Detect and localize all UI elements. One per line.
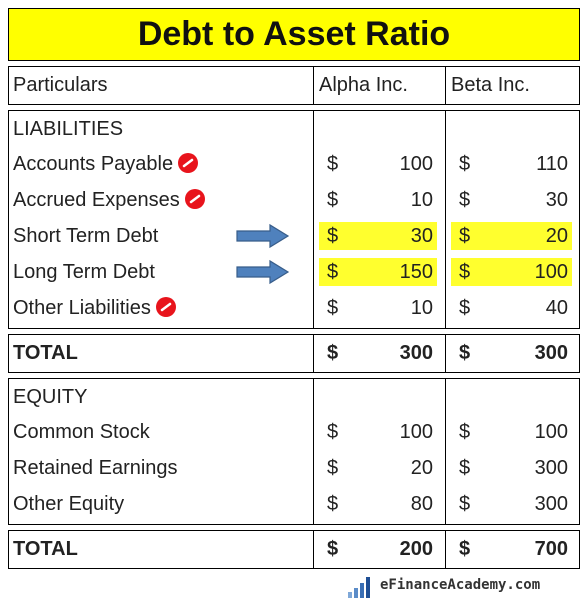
label-text: Retained Earnings (13, 457, 178, 479)
currency: $ (459, 189, 471, 211)
highlight (319, 258, 437, 286)
currency: $ (459, 225, 471, 247)
section-name: EQUITY (13, 386, 88, 408)
currency: $ (459, 457, 471, 479)
column-header: Particulars (13, 74, 108, 96)
currency: $ (327, 457, 339, 479)
logo-icon (348, 577, 370, 598)
amount: 20 (410, 457, 433, 479)
amount: 700 (534, 538, 568, 560)
currency: $ (459, 493, 471, 515)
excluded-icon (184, 189, 205, 209)
amount: 300 (399, 342, 433, 364)
currency: $ (459, 297, 471, 319)
column-divider (313, 334, 314, 373)
excluded-icon (155, 297, 176, 317)
column-divider (313, 66, 314, 105)
arrow (236, 223, 290, 249)
amount: 100 (534, 421, 568, 443)
amount: 10 (410, 297, 433, 319)
row-label: Accrued Expenses (13, 182, 206, 218)
row-label: Long Term Debt (13, 254, 155, 290)
label-text: Short Term Debt (13, 225, 159, 247)
label-text: Other Liabilities (13, 297, 151, 319)
currency: $ (459, 342, 471, 364)
amount: 100 (534, 261, 568, 283)
amount: 150 (399, 261, 433, 283)
excluded-icon (178, 153, 199, 173)
amount: 10 (410, 189, 433, 211)
label-text: Accounts Payable (13, 153, 174, 175)
amount: 40 (545, 297, 568, 319)
row-label: Common Stock (13, 414, 150, 450)
title: Debt to Asset Ratio (8, 8, 580, 61)
currency: $ (327, 153, 339, 175)
currency: $ (327, 493, 339, 515)
column-header: Alpha Inc. (319, 74, 408, 96)
table-block (8, 530, 580, 569)
section-name: LIABILITIES (13, 118, 124, 140)
column-divider (445, 110, 446, 329)
amount: 30 (410, 225, 433, 247)
column-divider (445, 530, 446, 569)
highlight (451, 258, 572, 286)
label-text: Other Equity (13, 493, 125, 515)
currency: $ (327, 297, 339, 319)
currency: $ (459, 538, 471, 560)
arrow (236, 259, 290, 285)
amount: 200 (399, 538, 433, 560)
column-divider (313, 378, 314, 525)
column-header: Beta Inc. (451, 74, 530, 96)
amount: 110 (536, 153, 568, 175)
row-label: Accounts Payable (13, 146, 199, 182)
amount: 100 (399, 153, 433, 175)
brand: eFinanceAcademy.com (380, 577, 541, 593)
row-label: Other Liabilities (13, 290, 177, 326)
currency: $ (327, 538, 339, 560)
table-block (8, 66, 580, 105)
column-divider (445, 66, 446, 105)
currency: $ (327, 261, 339, 283)
table-block (8, 378, 580, 525)
column-divider (313, 110, 314, 329)
column-divider (445, 378, 446, 525)
currency: $ (459, 421, 471, 443)
amount: 300 (534, 457, 568, 479)
currency: $ (327, 342, 339, 364)
total-label: TOTAL (13, 342, 78, 364)
amount: 20 (545, 225, 568, 247)
label-text: Accrued Expenses (13, 189, 180, 211)
amount: 300 (534, 493, 568, 515)
currency: $ (327, 421, 339, 443)
column-divider (313, 530, 314, 569)
amount: 80 (410, 493, 433, 515)
currency: $ (327, 189, 339, 211)
row-label: Retained Earnings (13, 450, 178, 486)
amount: 100 (399, 421, 433, 443)
total-label: TOTAL (13, 538, 78, 560)
row-label: Short Term Debt (13, 218, 158, 254)
table-block (8, 110, 580, 329)
amount: 30 (545, 189, 568, 211)
currency: $ (327, 225, 339, 247)
column-divider (445, 334, 446, 373)
highlight (451, 222, 572, 250)
amount: 300 (534, 342, 568, 364)
highlight (319, 222, 437, 250)
currency: $ (459, 261, 471, 283)
label-text: Common Stock (13, 421, 150, 443)
row-label: Other Equity (13, 486, 124, 522)
table-block (8, 334, 580, 373)
currency: $ (459, 153, 471, 175)
label-text: Long Term Debt (13, 261, 155, 283)
